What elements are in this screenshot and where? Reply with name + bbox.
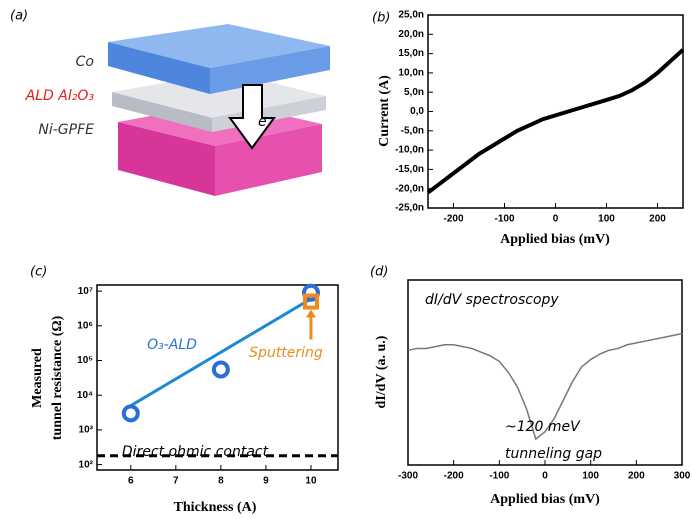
x-tick-label: 200 xyxy=(649,214,666,225)
y-tick-label: 20,0n xyxy=(398,29,424,40)
x-tick-label: 0 xyxy=(553,214,559,225)
y-axis-label: Measured xyxy=(30,348,45,408)
series-label: O₃-ALD xyxy=(147,337,197,353)
x-tick-label: 0 xyxy=(542,471,548,482)
y-tick-label: 25,0n xyxy=(398,10,424,21)
annotation: dI/dV spectroscopy xyxy=(425,292,559,308)
layer-label: Co xyxy=(76,54,94,70)
layer-label: Ni-GPFE xyxy=(38,122,94,138)
y-tick-label: -15,0n xyxy=(395,164,424,175)
x-tick-label: -100 xyxy=(489,471,509,482)
x-tick-label: 8 xyxy=(218,476,224,487)
y-tick-label: 10³ xyxy=(79,425,94,436)
y-tick-label: -5,0n xyxy=(401,125,424,136)
y-axis-label: Current (A) xyxy=(377,75,392,147)
plot-frame xyxy=(96,284,339,471)
layer-label: ALD Al₂O₃ xyxy=(25,88,95,104)
x-tick-label: 100 xyxy=(582,471,599,482)
x-tick-label: 9 xyxy=(263,476,269,487)
panel-label: (a) xyxy=(10,9,28,24)
y-tick-label: -25,0n xyxy=(395,203,424,214)
fit-line xyxy=(130,297,312,407)
marker xyxy=(121,404,140,423)
y-tick-label: 5,0n xyxy=(404,87,424,98)
y-axis-label: dI/dV (a. u.) xyxy=(374,335,389,408)
x-tick-label: 10 xyxy=(305,476,317,487)
y-tick-label: 15,0n xyxy=(398,48,424,59)
y-tick-label: 10² xyxy=(79,459,94,470)
x-tick-label: -200 xyxy=(443,214,463,225)
y-tick-label: 10,0n xyxy=(398,68,424,79)
layer-al2o3 xyxy=(112,72,326,118)
x-tick-label: -300 xyxy=(398,471,418,482)
diagram: (a) e⁻ Co ALD Al₂O₃ Ni-GPFE xyxy=(10,9,330,196)
x-axis-label: Applied bias (mV) xyxy=(500,232,610,247)
series-label: Sputtering xyxy=(249,345,323,361)
layer-co xyxy=(108,24,330,68)
y-tick-label: 10⁴ xyxy=(77,390,93,401)
x-tick-label: 100 xyxy=(598,214,615,225)
layer-al2o3-side xyxy=(112,92,212,132)
y-tick-label: -20,0n xyxy=(395,183,424,194)
y-tick-label: -10,0n xyxy=(395,145,424,156)
panel-label: (c) xyxy=(30,265,47,280)
layer-co-side xyxy=(210,46,330,94)
marker xyxy=(211,360,230,379)
x-tick-label: 6 xyxy=(128,476,134,487)
y-axis-label: tunnel resistance (Ω) xyxy=(50,315,65,440)
electron-label: e⁻ xyxy=(258,114,274,130)
layer-ni-side xyxy=(215,124,322,196)
panel-label: (d) xyxy=(370,265,388,280)
annotation: tunneling gap xyxy=(505,446,602,462)
electron-arrow xyxy=(228,84,276,150)
reference-label: Direct ohmic contact xyxy=(122,444,269,460)
data-line xyxy=(407,332,683,441)
marker xyxy=(301,283,320,302)
x-tick-label: 7 xyxy=(173,476,179,487)
annotation: ~120 meV xyxy=(505,419,581,435)
x-tick-label: -100 xyxy=(494,214,514,225)
y-tick-label: 10⁶ xyxy=(77,320,93,331)
y-tick-label: 10⁷ xyxy=(78,286,93,297)
y-tick-label: 0,0 xyxy=(410,106,424,117)
x-tick-label: -200 xyxy=(444,471,464,482)
panel-label: (b) xyxy=(372,11,390,26)
layer-co-side xyxy=(108,42,210,94)
x-axis-label: Thickness (A) xyxy=(174,500,257,515)
layer-ni-side xyxy=(118,122,215,196)
data-line xyxy=(426,48,685,195)
arrow-head xyxy=(305,309,316,318)
x-tick-label: 200 xyxy=(628,471,645,482)
x-tick-label: 300 xyxy=(674,471,691,482)
y-tick-label: 10⁵ xyxy=(77,355,93,366)
x-axis-label: Applied bias (mV) xyxy=(490,492,600,507)
plot-frame xyxy=(427,14,684,209)
marker xyxy=(302,293,319,310)
